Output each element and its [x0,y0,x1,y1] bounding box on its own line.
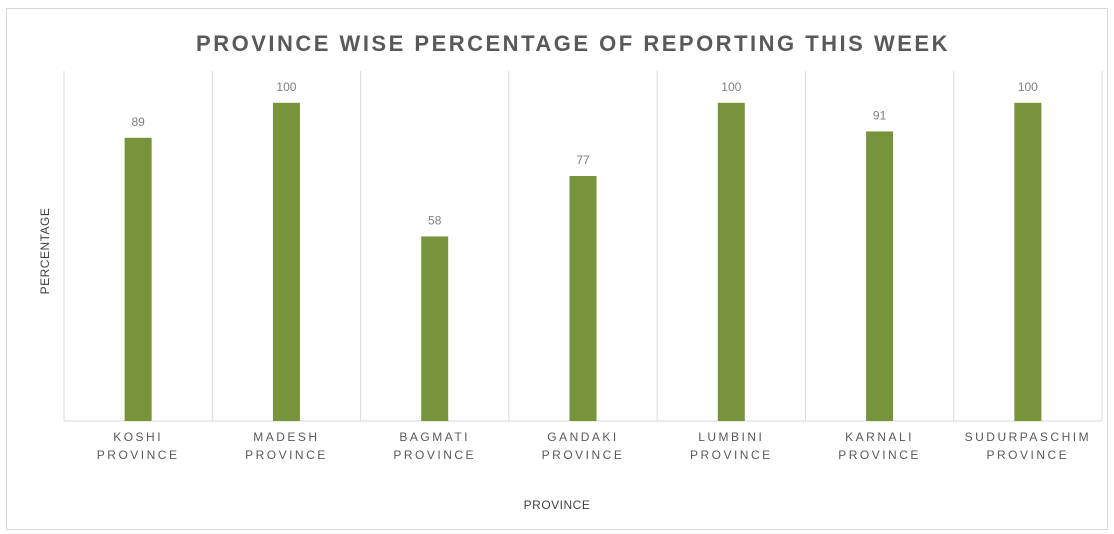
data-label: 58 [428,213,442,227]
x-tick-label-line: MADESH [253,430,319,444]
data-labels: 89 100 58 77 100 91 100 [131,80,1038,228]
data-label: 100 [1018,80,1038,94]
x-tick-label-line: PROVINCE [690,448,773,462]
x-tick-label-line: KOSHI [113,430,163,444]
bar-chart: PROVINCE WISE PERCENTAGE OF REPORTING TH… [38,31,1103,512]
x-tick-label-line: PROVINCE [393,448,476,462]
bar [124,137,152,421]
x-axis-title: PROVINCE [524,498,591,512]
bar [569,176,597,421]
x-tick-label: BAGMATI PROVINCE [393,430,476,462]
data-label: 100 [276,80,296,94]
x-tick-label-line: PROVINCE [97,448,180,462]
x-tick-label-line: SUDURPASCHIM [965,430,1091,444]
x-tick-label-line: LUMBINI [698,430,764,444]
data-label: 91 [873,108,887,122]
bar [717,102,745,422]
bar [866,131,894,422]
chart-title: PROVINCE WISE PERCENTAGE OF REPORTING TH… [196,31,950,56]
y-axis-title: PERCENTAGE [38,208,52,295]
bar [421,236,449,421]
x-tick-label: MADESH PROVINCE [245,430,328,462]
bar [1014,102,1042,422]
x-tick-label-line: KARNALI [845,430,914,444]
x-tick-label: SUDURPASCHIM PROVINCE [965,430,1091,462]
x-tick-labels: KOSHI PROVINCE MADESH PROVINCE BAGMATI PROVIN… [97,430,1091,462]
x-tick-label-line: GANDAKI [547,430,619,444]
chart-frame: PROVINCE WISE PERCENTAGE OF REPORTING TH… [6,8,1108,530]
x-tick-label: KARNALI PROVINCE [838,430,921,462]
x-tick-label-line: PROVINCE [542,448,625,462]
data-label: 89 [131,115,145,129]
x-tick-label: GANDAKI PROVINCE [542,430,625,462]
x-tick-label-line: PROVINCE [245,448,328,462]
bar [272,102,300,422]
x-tick-label-line: PROVINCE [838,448,921,462]
x-tick-label: KOSHI PROVINCE [97,430,180,462]
x-tick-label: LUMBINI PROVINCE [690,430,773,462]
data-label: 77 [576,153,590,167]
category-separators [63,71,1103,421]
x-tick-label-line: BAGMATI [399,430,470,444]
data-label: 100 [721,80,741,94]
x-tick-label-line: PROVINCE [987,448,1070,462]
bars [124,102,1042,422]
